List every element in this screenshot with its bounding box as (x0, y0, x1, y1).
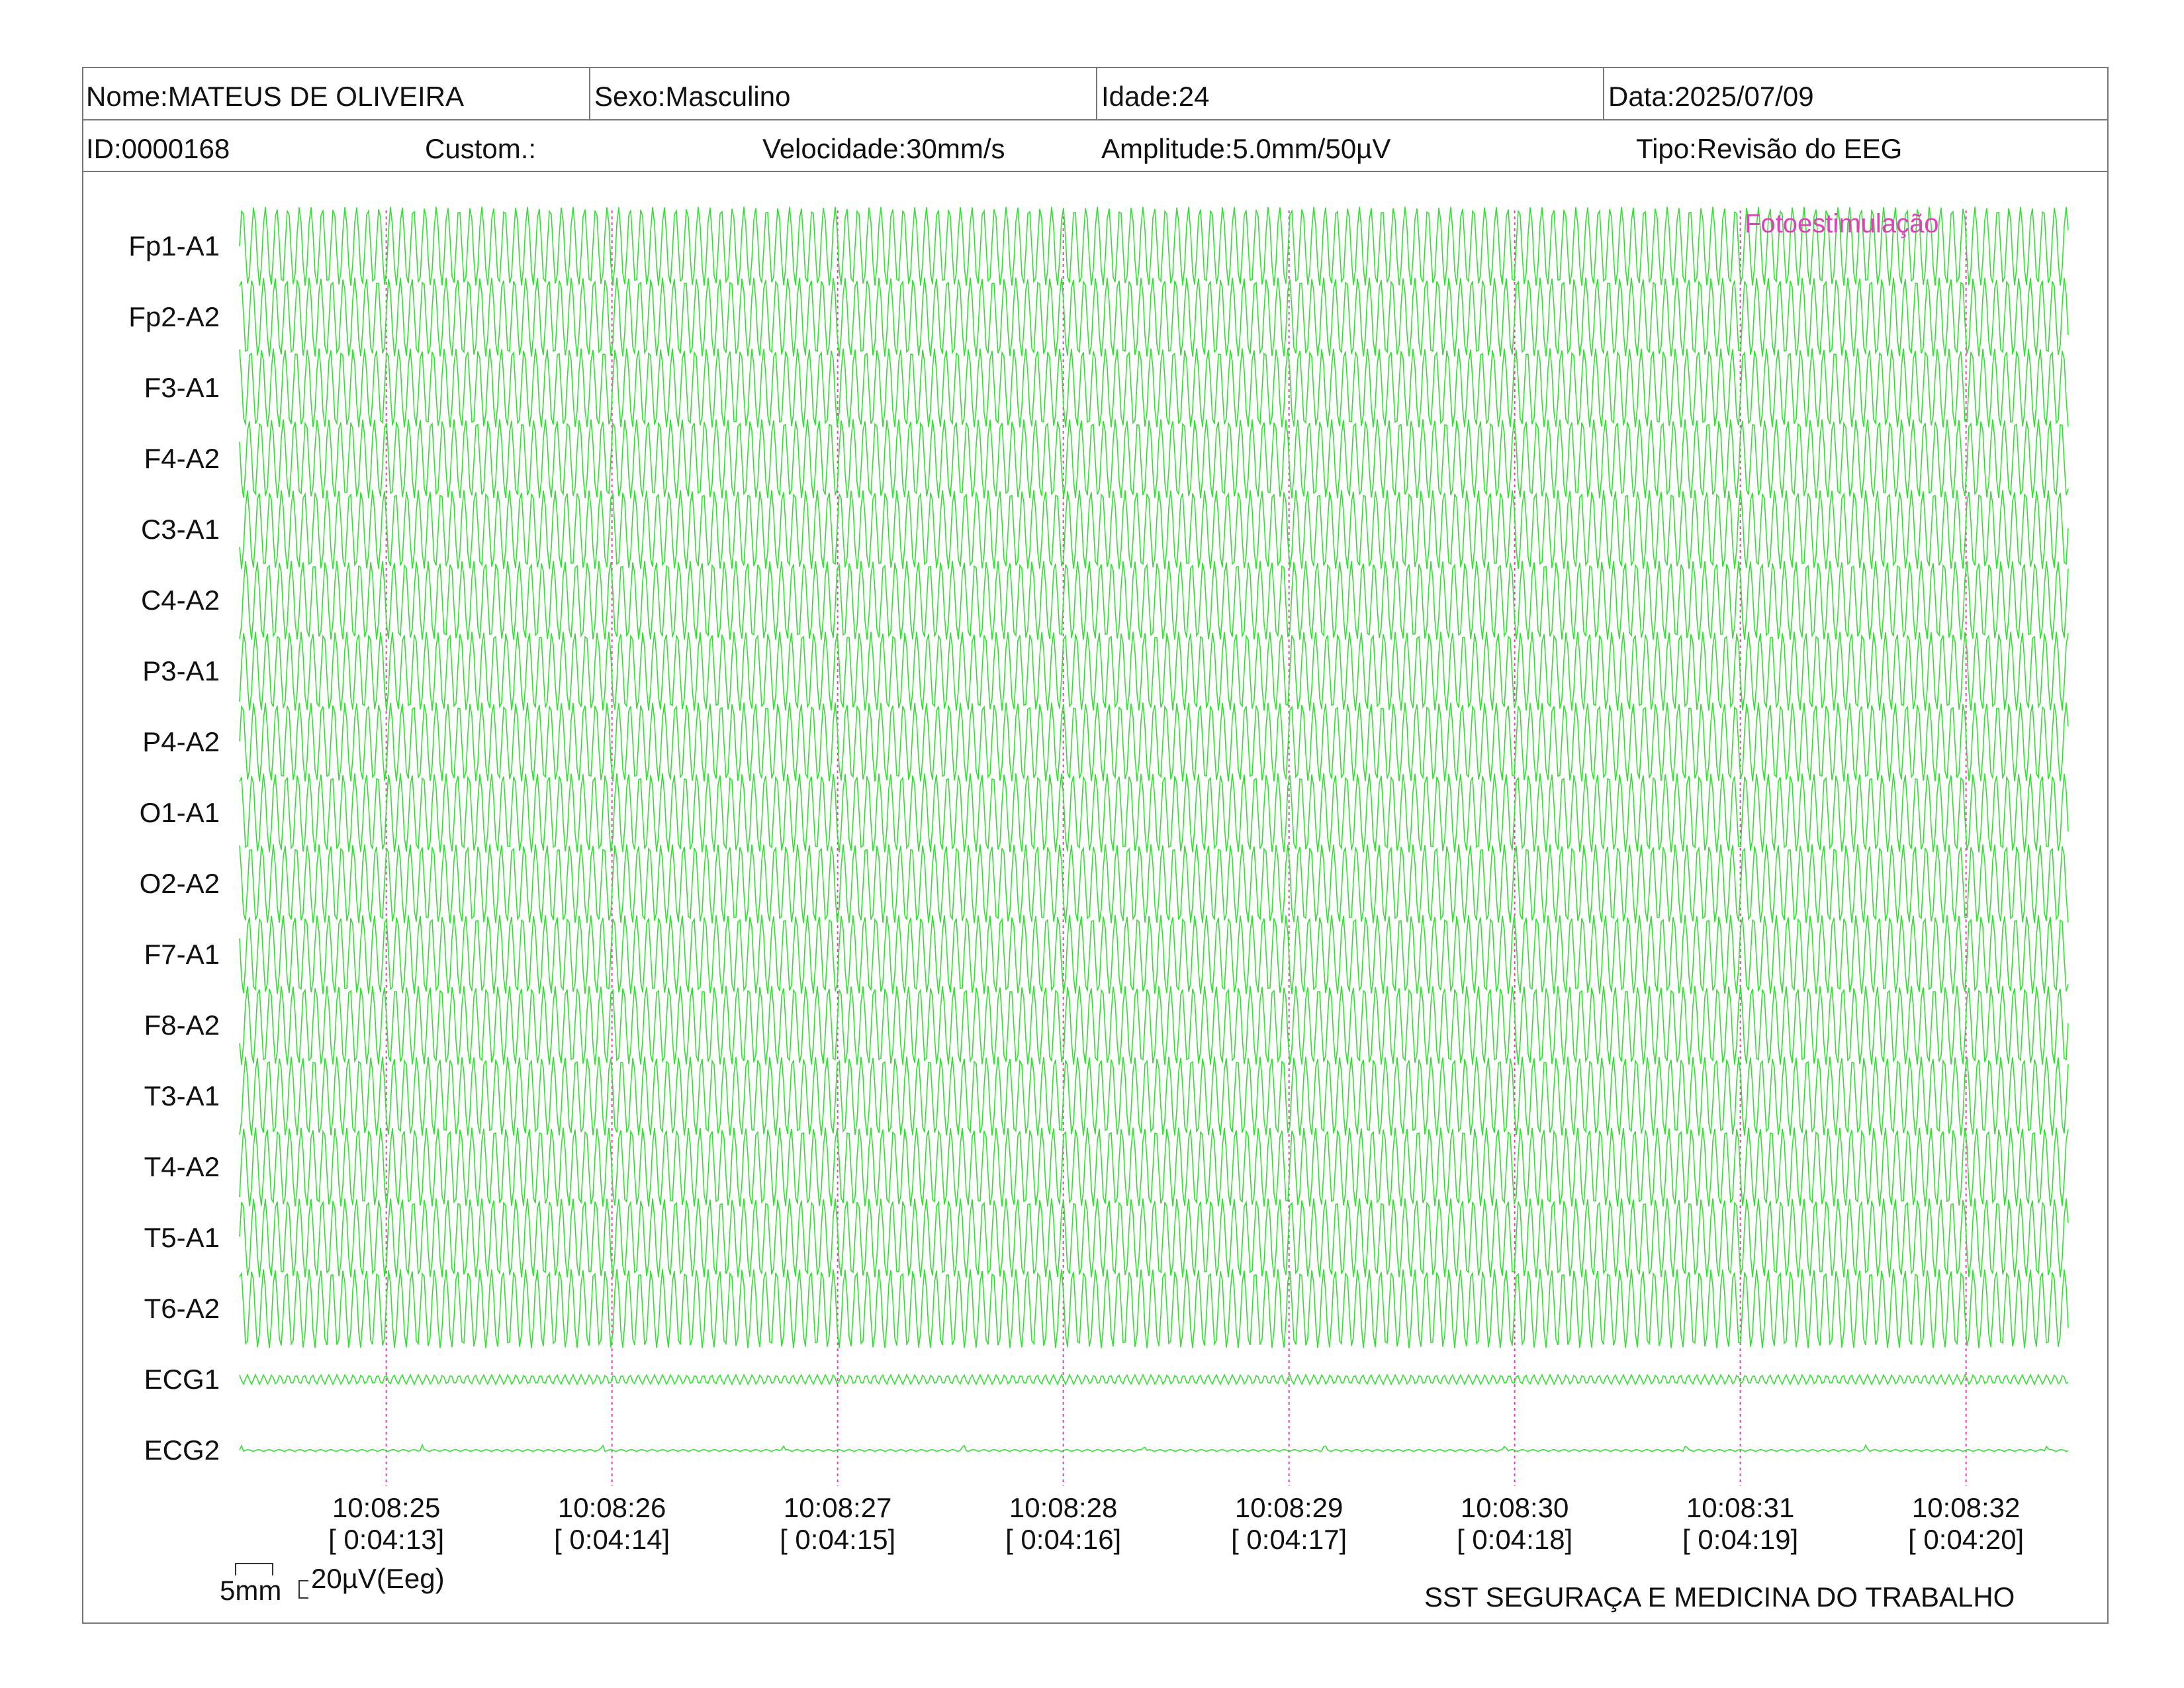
trace-f7-a1 (239, 915, 2069, 994)
channel-label: F7-A1 (144, 939, 220, 970)
trace-f3-a1 (239, 348, 2069, 428)
trace-f8-a2 (239, 986, 2069, 1065)
time-tick-elapsed: [ 0:04:19] (1682, 1524, 1798, 1555)
channel-label: Fp1-A1 (128, 230, 220, 261)
patient-age: Idade:24 (1101, 81, 1210, 112)
trace-t6-a2 (239, 1269, 2069, 1348)
header-row-settings: ID:0000168 Custom.: Velocidade:30mm/s Am… (82, 120, 2109, 172)
clinic-name: SST SEGURAÇA E MEDICINA DO TRABALHO (1424, 1581, 2015, 1613)
patient-name: Nome:MATEUS DE OLIVEIRA (86, 81, 465, 112)
channel-label: C3-A1 (141, 514, 220, 545)
channel-label: ECG2 (144, 1434, 220, 1466)
time-tick-elapsed: [ 0:04:15] (780, 1524, 895, 1555)
photostimulation-annotation: Fotoestimulação (1745, 209, 1939, 238)
time-tick-elapsed: [ 0:04:13] (328, 1524, 444, 1555)
channel-label: ECG1 (144, 1364, 220, 1395)
report-frame (82, 67, 2109, 1624)
custom-field: Custom.: (425, 133, 537, 164)
scale-time-label: 5mm (220, 1575, 282, 1606)
paper-speed: Velocidade:30mm/s (762, 133, 1005, 164)
time-tick-clock: 10:08:30 (1461, 1492, 1569, 1523)
patient-id: ID:0000168 (86, 133, 230, 164)
scale-bar-icon (235, 1563, 308, 1599)
header-divider (1603, 67, 1604, 119)
time-tick-elapsed: [ 0:04:20] (1908, 1524, 2024, 1555)
trace-c4-a2 (239, 561, 2069, 640)
channel-label: T5-A1 (144, 1222, 220, 1253)
trace-o1-a1 (239, 773, 2069, 853)
channel-label: P4-A2 (142, 726, 220, 757)
header-row-patient: Nome:MATEUS DE OLIVEIRA Sexo:Masculino I… (82, 67, 2109, 120)
time-tick-elapsed: [ 0:04:16] (1005, 1524, 1121, 1555)
trace-f4-a2 (239, 419, 2069, 498)
channel-label: O2-A2 (140, 868, 220, 899)
time-tick-elapsed: [ 0:04:18] (1457, 1524, 1572, 1555)
exam-date: Data:2025/07/09 (1608, 81, 1814, 112)
header-divider (589, 67, 590, 119)
channel-label: F3-A1 (144, 372, 220, 403)
trace-t4-a2 (239, 1127, 2069, 1207)
time-tick-clock: 10:08:25 (332, 1492, 441, 1523)
patient-sex: Sexo:Masculino (594, 81, 791, 112)
trace-fp2-a2 (239, 277, 2069, 357)
time-tick-clock: 10:08:32 (1912, 1492, 2021, 1523)
time-tick-clock: 10:08:31 (1686, 1492, 1795, 1523)
channel-label: F8-A2 (144, 1009, 220, 1041)
channel-label: T4-A2 (144, 1151, 220, 1182)
amplitude-setting: Amplitude:5.0mm/50µV (1101, 133, 1391, 164)
channel-label: T6-A2 (144, 1293, 220, 1324)
trace-t5-a1 (239, 1198, 2069, 1278)
time-tick-elapsed: [ 0:04:14] (554, 1524, 670, 1555)
channel-traces (239, 207, 2069, 1452)
header-divider (1096, 67, 1097, 119)
trace-ecg2 (239, 1443, 2069, 1452)
time-tick-elapsed: [ 0:04:17] (1231, 1524, 1347, 1555)
scale-amplitude-label: 20µV(Eeg) (311, 1563, 445, 1594)
time-tick-clock: 10:08:26 (558, 1492, 666, 1523)
channel-label: F4-A2 (144, 443, 220, 474)
channel-label: O1-A1 (140, 797, 220, 828)
time-tick-clock: 10:08:27 (784, 1492, 892, 1523)
trace-t3-a1 (239, 1056, 2069, 1136)
channel-label: T3-A1 (144, 1080, 220, 1111)
channel-label: C4-A2 (141, 585, 220, 616)
trace-fp1-a1 (239, 207, 2069, 286)
channel-label: P3-A1 (142, 655, 220, 686)
trace-p4-a2 (239, 702, 2069, 782)
trace-ecg1 (239, 1374, 2069, 1385)
time-labels: 10:08:25[ 0:04:13] 10:08:26[ 0:04:14] 10:0… (328, 1492, 2024, 1555)
exam-type: Tipo:Revisão do EEG (1636, 133, 1903, 164)
channel-labels: Fp1-A1 Fp2-A2 F3-A1 F4-A2 C3-A1 C4-A2 P3-A1 P4-… (128, 230, 220, 1466)
trace-p3-a1 (239, 632, 2069, 711)
time-tick-clock: 10:08:29 (1235, 1492, 1343, 1523)
channel-label: Fp2-A2 (128, 301, 220, 332)
time-tick-clock: 10:08:28 (1009, 1492, 1118, 1523)
trace-o2-a2 (239, 844, 2069, 923)
trace-c3-a1 (239, 490, 2069, 569)
